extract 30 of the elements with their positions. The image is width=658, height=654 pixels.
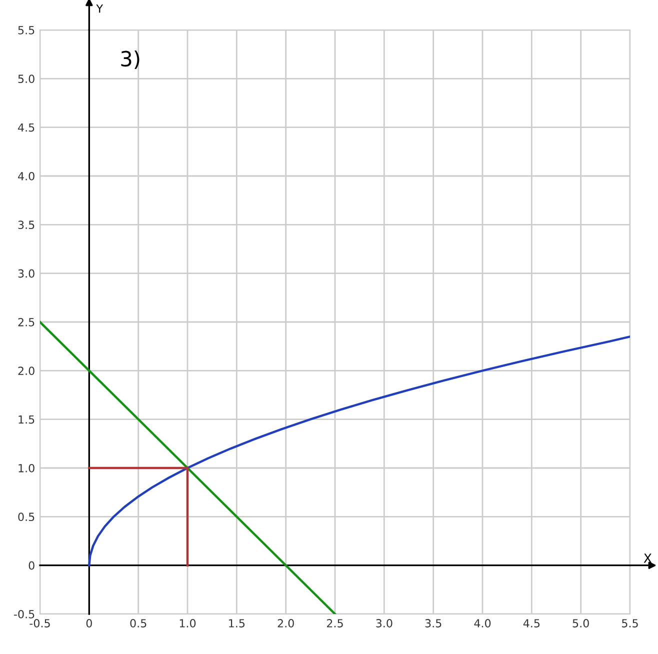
x-tick-label: 0 [86,619,92,628]
x-tick-label: 0.5 [130,619,146,628]
x-tick-label: 5.5 [622,619,638,628]
annotation: 3) [121,50,140,70]
y-tick-label: 4.5 [18,123,34,132]
x-tick-label: 2.0 [278,619,294,628]
x-tick-label: 3.0 [376,619,392,628]
y-tick-label: 0 [28,561,34,570]
y-tick-label: 1.5 [18,415,34,424]
line-series [88,335,630,566]
x-axis-title: X [644,554,652,563]
x-tick-label: -0.5 [30,619,50,628]
x-tick-label: 4.0 [474,619,491,628]
x-tick-label: 4.5 [523,619,540,628]
y-tick-label: 5.0 [18,74,34,84]
y-tick-label: 3.0 [18,269,34,278]
y-tick-label: 5.5 [18,26,34,34]
x-tick-label: 5.0 [572,619,589,628]
y-tick-label: 2.0 [18,366,34,376]
x-tick-label: 1.5 [229,619,245,628]
y-tick-label: 2.5 [18,318,34,326]
x-tick-label: 1.0 [180,619,196,628]
x-tick-label: 2.5 [326,619,343,628]
x-tick-label: 3.5 [425,619,442,628]
y-tick-label: -0.5 [14,610,34,618]
y-tick-label: 4.0 [18,172,34,180]
y-tick-label: 1.0 [18,464,34,472]
y-tick-label: 0.5 [18,512,34,522]
y-tick-label: 3.5 [18,220,34,230]
y-axis-title: Y [96,4,104,13]
